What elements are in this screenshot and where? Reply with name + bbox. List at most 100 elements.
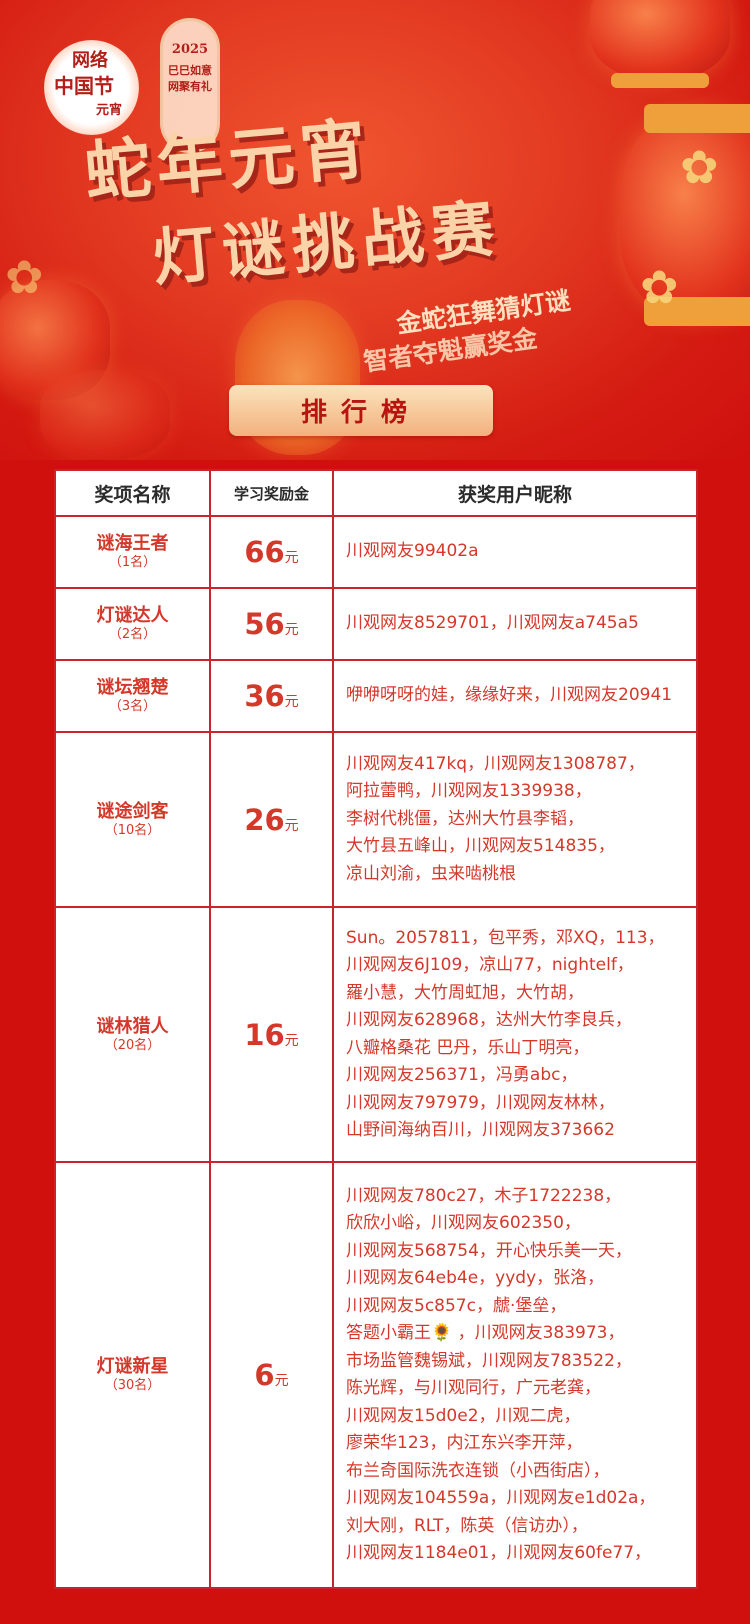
logo-right-line-2: 网聚有礼 bbox=[168, 80, 212, 93]
winner-line: 川观网友1184e01，川观网友60fe77， bbox=[346, 1543, 652, 1563]
winners-cell: 川观网友8529701，川观网友a745a5 bbox=[332, 587, 698, 661]
winner-line: 阿拉蕾鸭，川观网友1339938， bbox=[346, 781, 592, 802]
table-body: 谜海王者 （1名） 66元 川观网友99402a 灯谜达人 （2名） 56元 川观网友8529… bbox=[54, 515, 698, 1589]
winner-line: 川观网友797979，川观网友林林， bbox=[346, 1092, 615, 1113]
amount-unit: 元 bbox=[284, 694, 299, 710]
winners-cell: Sun。2057811，包平秀，邓XQ，113， 川观网友6J109，凉山77，n… bbox=[332, 906, 698, 1163]
winner-line: 川观网友15d0e2，川观二虎， bbox=[346, 1405, 581, 1426]
amount-unit: 元 bbox=[284, 1032, 299, 1049]
header-award: 奖项名称 bbox=[54, 469, 211, 517]
logo-right-year: 2025 bbox=[171, 42, 209, 57]
table-row: 灯谜新星 （30名） 6元 川观网友780c27，木子1722238， 欣欣小峪，川观网… bbox=[54, 1161, 698, 1589]
flower-icon: ✿ bbox=[5, 250, 44, 304]
amount-cell: 6元 bbox=[209, 1161, 334, 1589]
winner-line: 川观网友256371，冯勇abc， bbox=[346, 1065, 578, 1085]
logo-left-line-1: 网络 bbox=[72, 50, 108, 71]
amount-value: 36 bbox=[244, 679, 285, 713]
award-count: （10名） bbox=[104, 822, 161, 838]
amount-unit: 元 bbox=[274, 1373, 289, 1389]
winner-line: 李树代桃僵，达州大竹县李韬， bbox=[346, 808, 584, 829]
flower-icon: ✿ bbox=[640, 260, 679, 314]
winners-cell: 川观网友99402a bbox=[332, 515, 698, 589]
amount-value: 6 bbox=[254, 1358, 275, 1392]
winner-line: 川观网友64eb4e，yydy，张洛， bbox=[346, 1268, 605, 1288]
subtitle-line-1: 金蛇狂舞猜灯谜 bbox=[394, 285, 573, 339]
award-name: 谜海王者 bbox=[96, 533, 169, 554]
winner-line: 欣欣小峪，川观网友602350， bbox=[346, 1213, 581, 1233]
header-winners: 获奖用户昵称 bbox=[332, 469, 698, 517]
winner-line: 凉山刘渝，虫来啮桃根 bbox=[346, 863, 516, 884]
winner-line: 答题小霸王🌻 ，川观网友383973， bbox=[346, 1323, 625, 1343]
winner-line: 市场监管魏锡斌，川观网友783522， bbox=[346, 1350, 632, 1371]
winners-cell: 川观网友780c27，木子1722238， 欣欣小峪，川观网友602350， 川观网… bbox=[332, 1161, 698, 1589]
winner-line: 羅小慧，大竹周虹旭，大竹胡， bbox=[346, 982, 584, 1003]
award-name: 谜坛翘楚 bbox=[96, 677, 169, 698]
winner-line: 刘大刚，RLT，陈英（信访办）， bbox=[346, 1515, 588, 1536]
award-count: （3名） bbox=[108, 699, 157, 714]
winner-line: 川观网友417kq，川观网友1308787， bbox=[346, 753, 645, 774]
amount-unit: 元 bbox=[284, 550, 299, 566]
amount-cell: 66元 bbox=[209, 515, 334, 589]
title-line-2: 灯谜挑战赛 bbox=[149, 191, 505, 295]
title-line-1: 蛇年元宵 bbox=[81, 108, 376, 212]
table-row: 谜林猎人 （20名） 16元 Sun。2057811，包平秀，邓XQ，113， 川观网友… bbox=[54, 906, 698, 1163]
award-count: （1名） bbox=[108, 555, 157, 570]
flower-icon: ✿ bbox=[680, 140, 719, 194]
winner-line: 川观网友568754，开心快乐美一天， bbox=[346, 1240, 632, 1261]
table-header-row: 奖项名称 学习奖励金 获奖用户昵称 bbox=[54, 469, 698, 517]
table-row: 谜坛翘楚 （3名） 36元 咿咿呀呀的娃，缘缘好来，川观网友20941 bbox=[54, 659, 698, 733]
winner-line: 川观网友780c27，木子1722238， bbox=[346, 1185, 622, 1206]
ranking-button[interactable]: 排行榜 bbox=[229, 385, 493, 436]
award-cell: 灯谜新星 （30名） bbox=[54, 1161, 211, 1589]
logo-internet-china-festival: 网络 中国节 元宵 bbox=[44, 40, 139, 135]
winner-line: 八瓣格桑花 巴丹，乐山丁明亮， bbox=[346, 1037, 590, 1058]
award-cell: 谜途剑客 （10名） bbox=[54, 731, 211, 908]
winner-line: 川观网友6J109，凉山77，nightelf， bbox=[346, 955, 634, 975]
winner-line: 川观网友104559a，川观网友e1d02a， bbox=[346, 1488, 656, 1508]
award-cell: 谜海王者 （1名） bbox=[54, 515, 211, 589]
amount-value: 16 bbox=[244, 1017, 285, 1052]
lantern-decoration bbox=[620, 104, 750, 326]
logo-right-line-1: 巳巳如意 bbox=[168, 64, 212, 77]
winner-line: 廖荣华123，内江东兴李开萍， bbox=[346, 1433, 583, 1453]
winners-cell: 川观网友417kq，川观网友1308787， 阿拉蕾鸭，川观网友1339938， 李… bbox=[332, 731, 698, 908]
winner-line: 布兰奇国际洗衣连锁（小西街店）， bbox=[346, 1460, 610, 1481]
ranking-table: 奖项名称 学习奖励金 获奖用户昵称 谜海王者 （1名） 66元 川观网友99402a 灯… bbox=[54, 469, 698, 1589]
header-amount: 学习奖励金 bbox=[209, 469, 334, 517]
amount-cell: 36元 bbox=[209, 659, 334, 733]
amount-cell: 16元 bbox=[209, 906, 334, 1163]
amount-cell: 26元 bbox=[209, 731, 334, 908]
award-count: （2名） bbox=[108, 627, 157, 642]
award-cell: 灯谜达人 （2名） bbox=[54, 587, 211, 661]
amount-unit: 元 bbox=[284, 817, 299, 834]
logo-left-line-2: 中国节 bbox=[54, 74, 114, 98]
award-name: 谜途剑客 bbox=[96, 800, 169, 822]
subtitle-line-2: 智者夺魁赢奖金 bbox=[361, 323, 540, 377]
award-count: （30名） bbox=[104, 1378, 161, 1393]
lantern-decoration bbox=[40, 370, 170, 460]
winner-line: 陈光辉，与川观同行，广元老龚， bbox=[346, 1378, 601, 1398]
amount-unit: 元 bbox=[284, 622, 299, 638]
winner-line: 山野间海纳百川，川观网友373662 bbox=[346, 1120, 615, 1140]
amount-value: 66 bbox=[244, 535, 285, 569]
winner-line: Sun。2057811，包平秀，邓XQ，113， bbox=[346, 927, 665, 948]
logo-left-line-3: 元宵 bbox=[96, 103, 123, 118]
logo-2025: 2025 巳巳如意 网聚有礼 bbox=[160, 18, 220, 153]
table-row: 灯谜达人 （2名） 56元 川观网友8529701，川观网友a745a5 bbox=[54, 587, 698, 661]
award-name: 灯谜新星 bbox=[96, 1356, 169, 1377]
award-name: 灯谜达人 bbox=[96, 605, 169, 626]
amount-value: 26 bbox=[244, 802, 285, 837]
award-count: （20名） bbox=[104, 1037, 161, 1053]
ranking-button-label: 排行榜 bbox=[300, 398, 421, 428]
table-row: 谜海王者 （1名） 66元 川观网友99402a bbox=[54, 515, 698, 589]
award-name: 谜林猎人 bbox=[96, 1015, 169, 1037]
winner-line: 咿咿呀呀的娃，缘缘好来，川观网友20941 bbox=[346, 685, 673, 706]
table-row: 谜途剑客 （10名） 26元 川观网友417kq，川观网友1308787， 阿拉蕾鸭，川… bbox=[54, 731, 698, 908]
amount-cell: 56元 bbox=[209, 587, 334, 661]
lantern-decoration bbox=[590, 0, 730, 88]
amount-value: 56 bbox=[244, 607, 285, 641]
winner-line: 川观网友5c857c，虤·堡垒， bbox=[346, 1295, 567, 1316]
award-cell: 谜林猎人 （20名） bbox=[54, 906, 211, 1163]
winner-line: 大竹县五峰山，川观网友514835， bbox=[346, 836, 615, 857]
winner-line: 川观网友99402a bbox=[346, 541, 479, 562]
